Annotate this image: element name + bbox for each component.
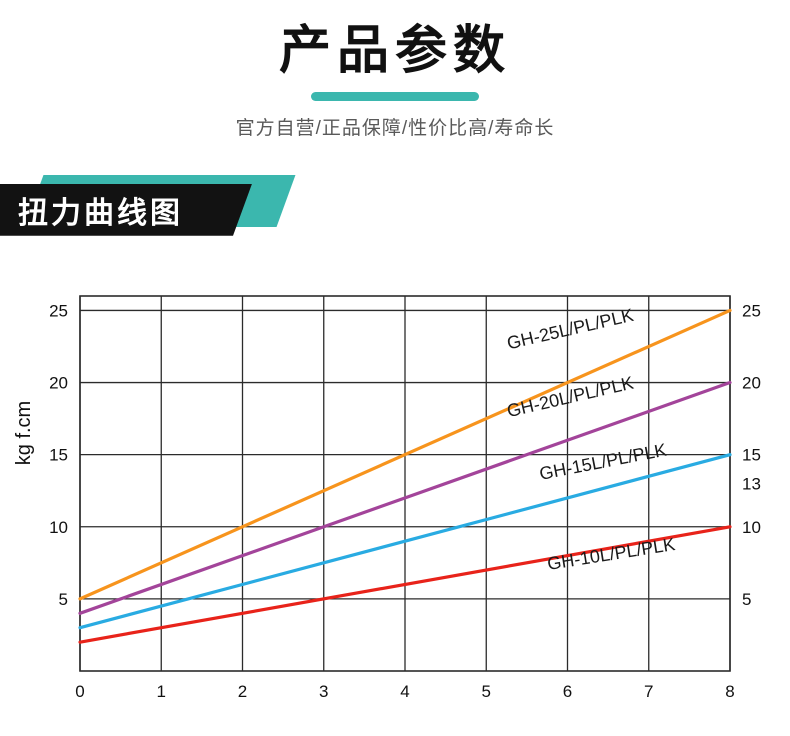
x-tick-label: 2 (238, 682, 247, 701)
banner-black-shape: 扭力曲线图 (0, 184, 252, 236)
y-tick-label-right: 13 (742, 474, 761, 493)
x-tick-label: 7 (644, 682, 653, 701)
section-banner-label: 扭力曲线图 (18, 196, 183, 230)
plot-border (79, 294, 731, 672)
x-tick-label: 5 (482, 682, 491, 701)
y-tick-label-right: 10 (742, 518, 761, 537)
series-line (78, 452, 732, 630)
page-subtitle: 官方自营/正品保障/性价比高/寿命长 (235, 117, 555, 139)
page-header: 产品参数 官方自营/正品保障/性价比高/寿命长 (0, 0, 790, 140)
y-tick-label-right: 5 (742, 590, 751, 609)
torque-curve-chart: 0 1 2 3 4 5 6 7 8 5 10 15 20 25 5 10 13 15 20 25 kg f.cm GH-2… (13, 294, 761, 701)
y-tick-label-left: 5 (59, 590, 68, 609)
x-tick-label: 6 (563, 682, 572, 701)
series-line (78, 380, 732, 615)
section-banner: 扭力曲线图 (0, 174, 320, 240)
y-tick-label-left: 15 (49, 445, 68, 464)
x-tick-label: 0 (75, 682, 84, 701)
series-line (78, 524, 732, 644)
y-tick-label-left: 10 (49, 518, 68, 537)
x-tick-label: 1 (157, 682, 166, 701)
page-title: 产品参数 (278, 22, 511, 80)
title-underline-bar (311, 91, 479, 101)
series-line (78, 308, 732, 601)
series-label: GH-25L/PL/PLK (505, 305, 635, 354)
chart-section: 0 1 2 3 4 5 6 7 8 5 10 15 20 25 5 10 13 15 20 25 kg f.cm GH-2… (0, 278, 790, 731)
y-tick-label-left: 20 (49, 373, 68, 392)
x-tick-label: 3 (319, 682, 328, 701)
x-tick-label: 4 (400, 682, 409, 701)
y-axis-label: kg f.cm (13, 401, 35, 465)
y-tick-label-right: 20 (742, 373, 761, 392)
y-tick-label-right: 15 (742, 445, 761, 464)
x-tick-label: 8 (725, 682, 734, 701)
y-tick-label-left: 25 (49, 301, 68, 320)
y-tick-label-right: 25 (742, 301, 761, 320)
series-label: GH-10L/PL/PLK (546, 534, 677, 574)
